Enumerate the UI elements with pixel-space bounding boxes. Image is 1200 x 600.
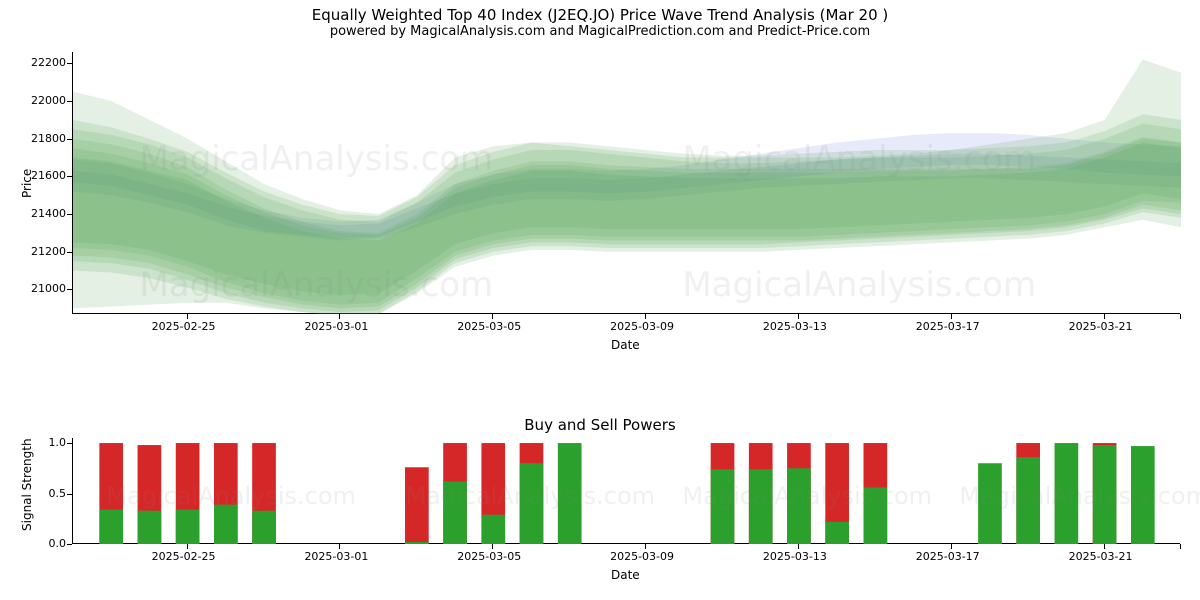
- y-tick-label: 21200: [16, 245, 66, 258]
- signal-plot-area: MagicalAnalysis.comMagicalAnalysis.comMa…: [72, 438, 1180, 544]
- y-tick-label: 0.0: [16, 537, 66, 550]
- x-tick-label: 2025-03-13: [763, 320, 827, 333]
- x-tick-label: 2025-03-21: [1069, 320, 1133, 333]
- price-chart: Equally Weighted Top 40 Index (J2EQ.JO) …: [0, 0, 1200, 39]
- signal-x-axis-label: Date: [611, 568, 640, 582]
- x-tick-label: 2025-03-21: [1069, 550, 1133, 563]
- y-tick-label: 21400: [16, 207, 66, 220]
- chart-title: Equally Weighted Top 40 Index (J2EQ.JO) …: [0, 0, 1200, 24]
- y-tick-label: 22000: [16, 94, 66, 107]
- x-tick-label: 2025-03-09: [610, 320, 674, 333]
- y-tick-label: 1.0: [16, 436, 66, 449]
- y-tick-label: 21600: [16, 169, 66, 182]
- x-tick-label: 2025-03-01: [304, 550, 368, 563]
- x-tick-label: 2025-02-25: [152, 320, 216, 333]
- x-tick-label: 2025-02-25: [152, 550, 216, 563]
- y-tick-label: 0.5: [16, 487, 66, 500]
- x-axis-label: Date: [611, 338, 640, 352]
- x-tick-label: 2025-03-05: [457, 320, 521, 333]
- price-plot-area: MagicalAnalysis.comMagicalAnalysis.comMa…: [72, 52, 1180, 314]
- x-tick-label: 2025-03-09: [610, 550, 674, 563]
- x-tick-label: 2025-03-01: [304, 320, 368, 333]
- y-tick-label: 21800: [16, 132, 66, 145]
- signal-chart-title: Buy and Sell Powers: [0, 416, 1200, 434]
- chart-subtitle: powered by MagicalAnalysis.com and Magic…: [0, 24, 1200, 39]
- y-tick-label: 21000: [16, 282, 66, 295]
- x-tick-label: 2025-03-17: [916, 550, 980, 563]
- x-tick-label: 2025-03-13: [763, 550, 827, 563]
- signal-y-axis-label: Signal Strength: [20, 438, 34, 531]
- x-tick-label: 2025-03-17: [916, 320, 980, 333]
- x-tick-label: 2025-03-05: [457, 550, 521, 563]
- y-tick-label: 22200: [16, 56, 66, 69]
